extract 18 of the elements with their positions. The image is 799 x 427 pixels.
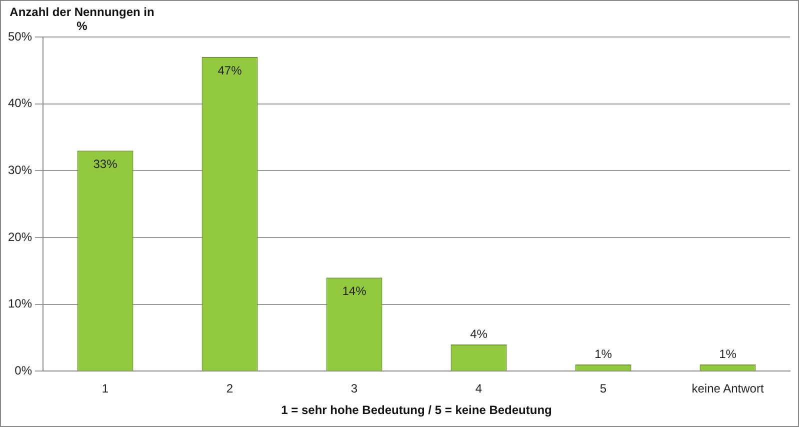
y-tick-label: 20% bbox=[8, 230, 32, 244]
x-tick-label: 1 bbox=[102, 382, 109, 396]
y-tick-label: 0% bbox=[14, 364, 32, 378]
data-label: 1% bbox=[594, 346, 612, 361]
x-axis-title: 1 = sehr hohe Bedeutung / 5 = keine Bedeutung bbox=[281, 403, 552, 418]
data-label: 1% bbox=[719, 346, 737, 361]
y-tick-label: 30% bbox=[8, 162, 32, 177]
data-label: 14% bbox=[342, 284, 367, 298]
y-tick-label: 10% bbox=[8, 296, 32, 311]
x-tick-label: 2 bbox=[226, 382, 234, 396]
data-label: 4% bbox=[470, 326, 488, 341]
x-tick-label: keine Antwort bbox=[692, 382, 764, 396]
data-label: 33% bbox=[93, 156, 118, 171]
x-tick-label: 4 bbox=[475, 382, 482, 396]
x-tick-label: 3 bbox=[350, 382, 358, 396]
data-label: 47% bbox=[218, 63, 242, 78]
x-tick-label: 5 bbox=[600, 382, 607, 396]
y-tick-label: 40% bbox=[8, 96, 32, 110]
